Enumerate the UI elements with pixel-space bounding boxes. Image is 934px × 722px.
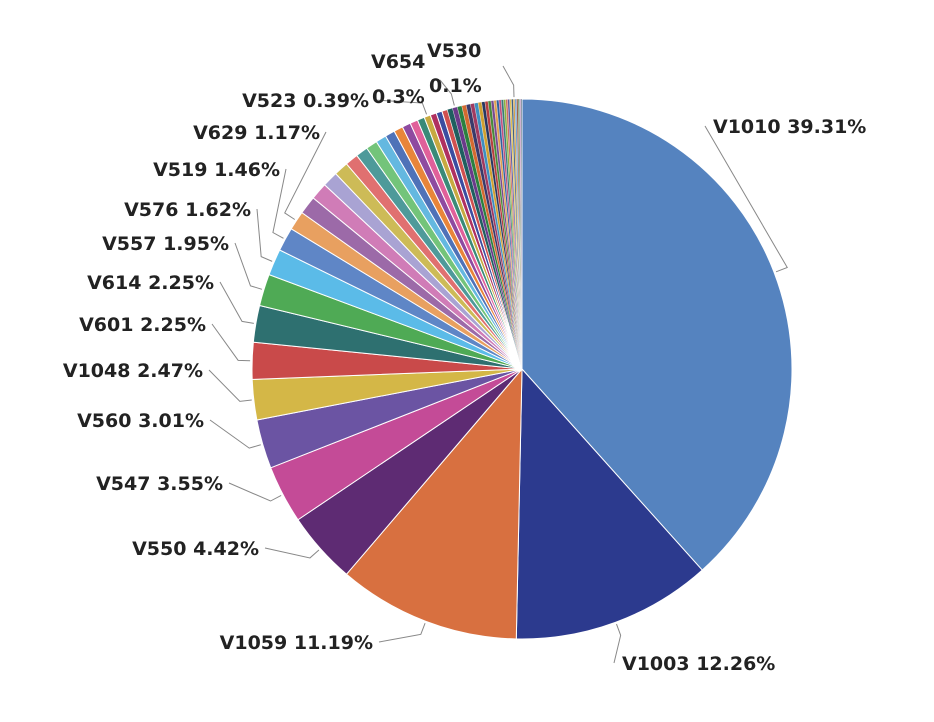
label-v547: V547 3.55% (96, 473, 223, 495)
leader-line-v550 (264, 547, 320, 559)
leader-line-v654 (439, 79, 455, 106)
label-v576: V576 1.62% (124, 199, 251, 221)
label-v557: V557 1.95% (102, 233, 229, 255)
label-v601: V601 2.25% (79, 314, 206, 336)
pie-slice-v1003 (515, 367, 703, 640)
leader-line-v1010 (704, 125, 788, 273)
label-v654-name: V654 (371, 51, 425, 73)
label-v519: V519 1.46% (153, 159, 280, 181)
label-v1048: V1048 2.47% (63, 360, 203, 382)
leader-line-v560 (209, 419, 261, 449)
leader-line-v629 (284, 131, 327, 220)
pie-slice-other-56 (520, 98, 523, 370)
pie-slice-v1059 (345, 367, 523, 640)
label-leaders (208, 65, 788, 664)
leader-line-v523 (374, 99, 428, 115)
label-v1059: V1059 11.19% (220, 632, 373, 654)
label-v530-name: V530 (427, 40, 481, 62)
label-v1010: V1010 39.31% (713, 116, 866, 138)
label-v530-pct: 0.1% (429, 75, 482, 97)
label-v550: V550 4.42% (132, 538, 259, 560)
label-v560: V560 3.01% (77, 410, 204, 432)
label-v614: V614 2.25% (87, 272, 214, 294)
leader-line-v1059 (378, 622, 426, 643)
label-v629: V629 1.17% (193, 122, 320, 144)
leader-line-v557 (234, 242, 263, 290)
leader-line-v1003 (613, 623, 622, 664)
label-v654-pct: 0.3% (372, 86, 425, 108)
leader-line-v530 (502, 65, 515, 98)
pie-slices (251, 98, 793, 640)
leader-line-v601 (211, 323, 251, 362)
leader-line-v576 (256, 208, 273, 262)
label-v1003: V1003 12.26% (622, 653, 775, 675)
leader-line-v519 (272, 168, 287, 239)
pie-slice-v1010 (521, 98, 793, 571)
leader-line-v1048 (208, 369, 252, 402)
leader-line-v547 (228, 482, 282, 502)
leader-line-v614 (219, 281, 254, 324)
label-v523: V523 0.39% (242, 90, 369, 112)
